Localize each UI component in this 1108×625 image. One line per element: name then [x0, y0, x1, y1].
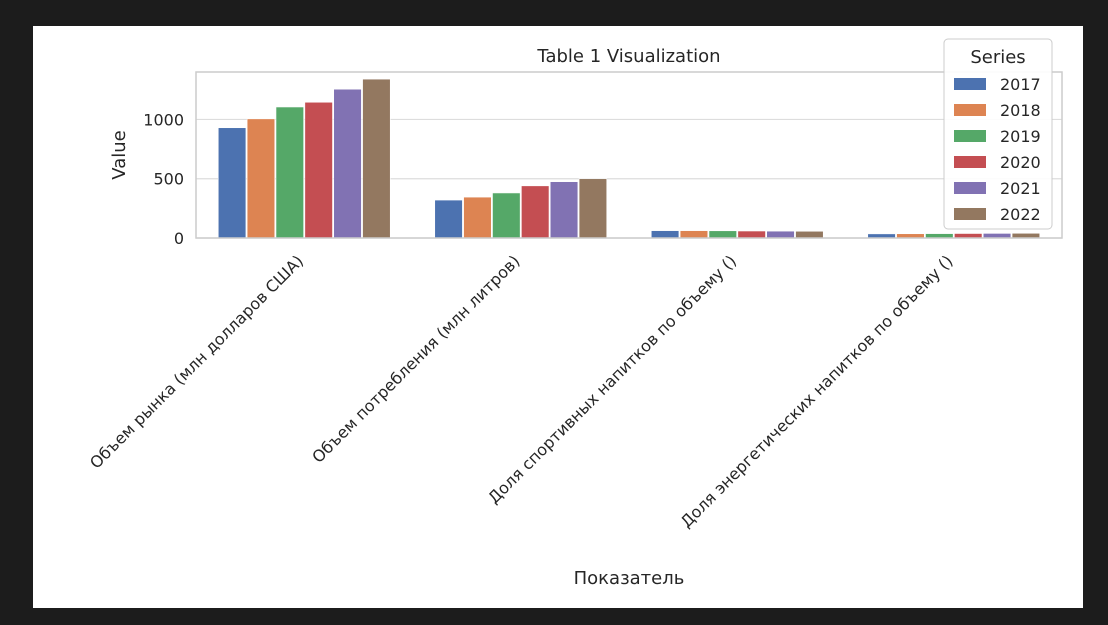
bar-2021-2	[766, 230, 795, 239]
legend-swatch-2021	[954, 182, 986, 194]
y-tick-labels: 0 500 1000	[143, 110, 184, 248]
bar-2018-2	[679, 230, 709, 239]
x-tick-label: Объем потребления (млн литров)	[308, 251, 523, 466]
bar-layer	[217, 78, 1041, 239]
chart-frame: 0 500 1000 Объем рынка (млн долларов США) О…	[33, 26, 1083, 608]
legend-swatch-2017	[954, 78, 986, 90]
bar-2022-0	[362, 78, 391, 239]
legend-label-2020: 2020	[1000, 153, 1041, 172]
bar-2021-0	[333, 88, 362, 239]
legend-label-2017: 2017	[1000, 75, 1041, 94]
legend-swatch-2018	[954, 104, 986, 116]
legend-swatch-2022	[954, 208, 986, 220]
legend-title: Series	[970, 47, 1025, 68]
x-axis-title: Показатель	[574, 568, 685, 589]
legend: Series 2017 2018 2019 2020 2021 2022	[943, 38, 1053, 230]
legend-swatch-2019	[954, 130, 986, 142]
y-axis-title: Value	[109, 130, 130, 179]
bar-2020-0	[304, 101, 333, 239]
bar-2017-0	[217, 127, 247, 239]
bar-2020-2	[737, 230, 766, 239]
y-tick-label: 1000	[143, 110, 184, 129]
bar-2017-1	[434, 199, 463, 239]
chart-title: Table 1 Visualization	[536, 46, 720, 67]
legend-items: 2017 2018 2019 2020 2021 2022	[954, 75, 1041, 224]
bar-2019-0	[275, 106, 304, 239]
bar-2022-2	[795, 230, 824, 239]
legend-swatch-2020	[954, 156, 986, 168]
bar-2020-1	[521, 185, 550, 239]
bar-2019-1	[492, 192, 521, 239]
legend-label-2018: 2018	[1000, 101, 1041, 120]
bar-2018-1	[463, 196, 492, 239]
x-tick-labels: Объем рынка (млн долларов США) Объем потр…	[86, 251, 957, 531]
plot-area-border	[195, 71, 1063, 239]
bar-2021-1	[549, 181, 579, 239]
chart-svg: 0 500 1000 Объем рынка (млн долларов США) О…	[86, 38, 1063, 589]
x-tick-label: Доля энергетических напитков по объему (…	[677, 251, 957, 531]
x-tick-label: Доля спортивных напитков по объему ()	[484, 251, 740, 507]
legend-label-2022: 2022	[1000, 205, 1041, 224]
y-tick-label: 0	[174, 229, 184, 248]
y-tick-label: 500	[153, 170, 184, 189]
legend-label-2021: 2021	[1000, 179, 1041, 198]
bar-2019-2	[708, 230, 737, 239]
x-tick-label: Объем рынка (млн долларов США)	[86, 251, 307, 472]
legend-label-2019: 2019	[1000, 127, 1041, 146]
bar-2018-0	[246, 118, 276, 239]
bar-2017-2	[650, 230, 680, 239]
bar-2022-1	[578, 178, 608, 239]
